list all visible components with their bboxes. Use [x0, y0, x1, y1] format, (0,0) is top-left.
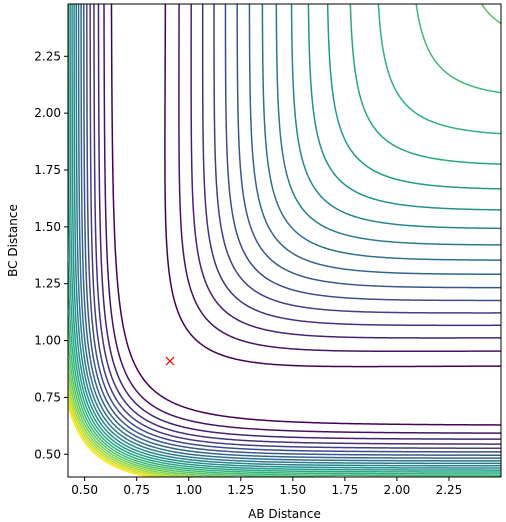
- contour-line: [93, 4, 501, 445]
- plot-frame: [67, 3, 502, 478]
- contour-line: [75, 4, 501, 465]
- contour-line: [110, 4, 501, 426]
- contour-lines: [68, 4, 501, 477]
- contour-line: [68, 397, 159, 477]
- y-axis-label: BC Distance: [6, 204, 20, 277]
- contour-line: [73, 4, 501, 467]
- contour-line: [69, 4, 501, 471]
- x-tick-label: 1.75: [332, 483, 359, 497]
- y-tick-label: 1.75: [34, 163, 61, 177]
- contour-line: [86, 4, 501, 453]
- x-tick-label: 2.25: [436, 483, 463, 497]
- y-tick-label: 1.00: [34, 334, 61, 348]
- y-tick-label: 0.75: [34, 390, 61, 404]
- y-tick-label: 2.00: [34, 106, 61, 120]
- contour-line: [80, 4, 501, 459]
- y-axis-ticks: 0.50 0.75 1.00 1.25 1.50 1.75 2.00 2.25: [34, 49, 68, 461]
- contour-line: [77, 4, 501, 462]
- contour-line: [89, 4, 501, 450]
- x-tick-label: 0.50: [71, 483, 98, 497]
- x-axis-label: AB Distance: [248, 507, 321, 521]
- x-tick-label: 1.50: [279, 483, 306, 497]
- x-tick-label: 2.00: [384, 483, 411, 497]
- contour-line: [71, 4, 501, 469]
- contour-line: [103, 4, 501, 434]
- x-tick-label: 0.75: [123, 483, 150, 497]
- y-tick-label: 2.25: [34, 49, 61, 63]
- contour-line: [68, 389, 170, 477]
- contour-line: [68, 403, 150, 477]
- x-axis-ticks: 0.50 0.75 1.00 1.25 1.50 1.75 2.00 2.25: [71, 477, 462, 497]
- y-tick-label: 1.50: [34, 220, 61, 234]
- contour-line: [68, 381, 184, 477]
- contour-line: [68, 4, 501, 477]
- contour-line: [83, 4, 501, 456]
- y-tick-label: 0.50: [34, 447, 61, 461]
- marker-layer: [165, 356, 175, 366]
- contour-line: [68, 4, 501, 475]
- contour-line: [97, 4, 501, 440]
- y-tick-label: 1.25: [34, 277, 61, 291]
- x-tick-label: 1.25: [227, 483, 254, 497]
- saddle-point-marker: [165, 356, 175, 366]
- contour-line: [68, 4, 501, 473]
- x-tick-label: 1.00: [175, 483, 202, 497]
